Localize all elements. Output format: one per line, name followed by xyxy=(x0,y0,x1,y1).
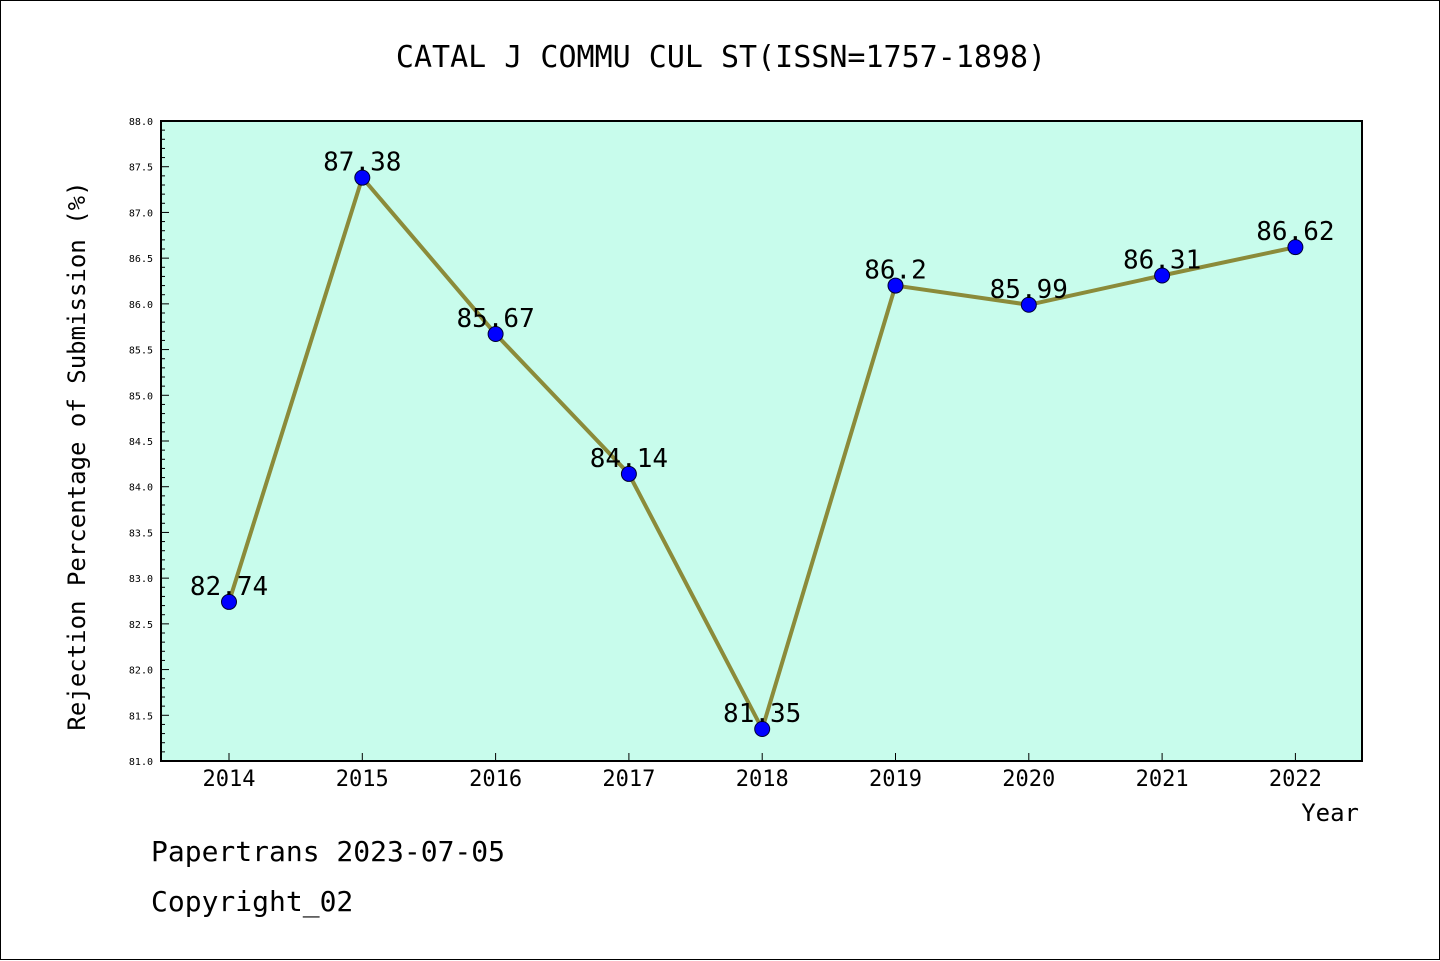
data-point-marker xyxy=(1287,239,1304,256)
y-axis-ticks: 81.0 81.5 82.0 82.5 83.0 83.5 84.0 84.5 85.0 85.5… xyxy=(129,117,169,768)
data-label: 86.31 xyxy=(1123,246,1201,276)
x-tick-label: 2019 xyxy=(869,767,922,792)
y-tick-label: 84.5 xyxy=(129,437,153,448)
y-tick-label: 82.5 xyxy=(129,620,153,631)
x-tick-label: 2020 xyxy=(1002,767,1055,792)
footer-date-text: Papertrans 2023-07-05 xyxy=(151,835,506,868)
y-tick-label: 85.5 xyxy=(129,346,153,357)
y-tick-label: 81.5 xyxy=(129,711,153,722)
data-label: 86.2 xyxy=(864,256,927,286)
series-layer xyxy=(221,169,1304,737)
x-tick-label: 2017 xyxy=(602,767,655,792)
x-tick-label: 2016 xyxy=(469,767,522,792)
y-tick-label: 87.0 xyxy=(129,208,153,219)
data-label: 82.74 xyxy=(190,572,268,602)
data-point-marker xyxy=(1020,296,1037,313)
data-label: 84.14 xyxy=(590,444,668,474)
x-tick-label: 2014 xyxy=(203,767,256,792)
data-point-marker xyxy=(221,593,237,610)
x-tick-label: 2015 xyxy=(336,767,389,792)
y-axis-title: Rejection Percentage of Submission (%) xyxy=(63,181,91,730)
x-tick-label: 2021 xyxy=(1136,767,1189,792)
plot-area xyxy=(161,121,1362,761)
data-point-marker xyxy=(354,169,371,186)
data-point-marker xyxy=(754,721,771,737)
y-tick-label: 84.0 xyxy=(129,483,153,494)
x-tick-label: 2022 xyxy=(1269,767,1322,792)
x-axis-ticks: 2014 2015 2016 2017 2018 2019 2020 2021 2022 xyxy=(203,753,1322,792)
data-point-marker xyxy=(1154,267,1171,284)
chart-title: CATAL J COMMU CUL ST(ISSN=1757-1898) xyxy=(396,40,1046,75)
data-label: 85.99 xyxy=(990,275,1068,305)
y-tick-label: 86.0 xyxy=(129,300,153,311)
data-point-marker xyxy=(887,277,904,294)
y-tick-label: 88.0 xyxy=(129,117,153,128)
data-label: 85.67 xyxy=(456,304,534,334)
data-label: 86.62 xyxy=(1256,217,1334,247)
data-label: 87.38 xyxy=(323,148,401,178)
y-tick-label: 87.5 xyxy=(129,163,153,174)
y-tick-label: 85.0 xyxy=(129,391,153,402)
x-tick-label: 2018 xyxy=(736,767,789,792)
y-tick-label: 81.0 xyxy=(129,757,153,768)
data-point-marker xyxy=(620,465,637,482)
y-tick-label: 83.0 xyxy=(129,574,153,585)
footer-copyright-text: Copyright_02 xyxy=(151,885,354,918)
data-labels: 82.74 87.38 85.67 84.14 81.35 86.2 85.99 86.31 8… xyxy=(190,148,1335,729)
data-point-marker xyxy=(487,326,504,343)
plot-border xyxy=(160,120,1363,762)
x-axis-title: Year xyxy=(1301,799,1359,827)
y-tick-label: 83.5 xyxy=(129,528,153,539)
y-tick-label: 86.5 xyxy=(129,254,153,265)
y-tick-label: 82.0 xyxy=(129,666,153,677)
data-label: 81.35 xyxy=(723,699,801,729)
